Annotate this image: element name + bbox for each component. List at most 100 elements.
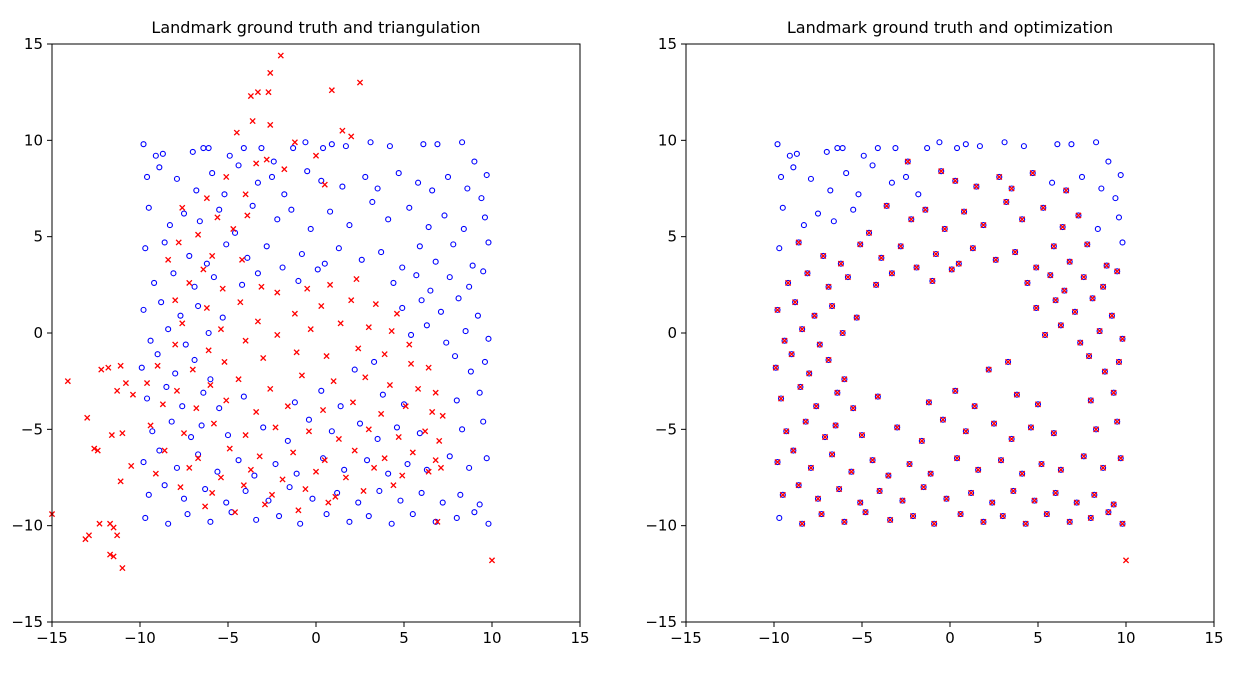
x-marker xyxy=(260,354,267,362)
x-marker xyxy=(348,133,355,140)
x-marker xyxy=(1024,279,1031,286)
x-marker xyxy=(242,337,249,344)
x-tick-label: −10 xyxy=(758,629,790,647)
circle-marker xyxy=(955,260,962,267)
circle-marker xyxy=(378,249,385,256)
circle-marker xyxy=(161,482,168,489)
circle-marker xyxy=(156,164,163,171)
circle-marker xyxy=(906,460,913,468)
circle-marker xyxy=(939,416,947,423)
circle-marker xyxy=(1050,243,1057,250)
x-marker xyxy=(1057,322,1064,329)
circle-marker xyxy=(922,206,929,213)
circle-marker xyxy=(799,326,806,333)
circle-marker xyxy=(929,277,936,285)
x-marker xyxy=(328,87,335,94)
circle-marker xyxy=(797,383,804,390)
x-marker xyxy=(797,383,804,391)
circle-marker xyxy=(888,179,895,186)
circle-marker xyxy=(992,256,999,263)
x-marker xyxy=(117,478,124,485)
circle-marker xyxy=(151,279,158,286)
circle-marker xyxy=(193,187,200,194)
circle-marker xyxy=(857,241,864,248)
x-marker xyxy=(1010,487,1017,495)
circle-marker xyxy=(843,170,850,177)
circle-marker xyxy=(184,511,191,518)
x-marker xyxy=(1008,435,1015,443)
x-marker xyxy=(1029,170,1036,177)
x-marker xyxy=(1114,418,1121,425)
circle-marker xyxy=(785,279,792,286)
circle-marker xyxy=(195,451,202,458)
circle-marker xyxy=(251,472,258,479)
circle-marker xyxy=(957,511,964,518)
circle-marker xyxy=(393,424,401,431)
circle-marker xyxy=(874,144,881,152)
x-marker xyxy=(829,302,836,310)
x-marker xyxy=(82,536,89,543)
x-marker xyxy=(799,520,806,527)
circle-marker xyxy=(873,281,880,288)
circle-marker xyxy=(457,491,464,498)
circle-marker xyxy=(265,497,272,504)
x-marker xyxy=(355,345,362,352)
circle-marker xyxy=(920,484,927,491)
circle-marker xyxy=(841,376,848,383)
x-marker xyxy=(913,264,920,271)
x-marker xyxy=(318,302,325,310)
x-tick-label: 0 xyxy=(311,629,321,647)
circle-marker xyxy=(374,435,381,443)
circle-marker xyxy=(367,139,374,146)
x-marker xyxy=(249,118,256,125)
circle-marker xyxy=(1027,424,1035,431)
x-marker xyxy=(865,229,873,236)
circle-marker xyxy=(793,150,800,157)
chart-panel-triangulation: Landmark ground truth and triangulation … xyxy=(11,18,589,647)
circle-marker xyxy=(263,243,270,250)
x-marker xyxy=(219,285,226,292)
x-marker xyxy=(999,512,1006,520)
circle-marker xyxy=(418,489,425,496)
x-marker xyxy=(1100,464,1107,471)
x-marker xyxy=(1105,509,1112,516)
circle-marker xyxy=(163,383,170,390)
x-marker xyxy=(931,520,938,527)
x-marker xyxy=(200,266,207,273)
x-marker xyxy=(980,518,987,525)
x-marker xyxy=(1066,258,1073,265)
circle-marker xyxy=(355,499,362,506)
x-marker xyxy=(152,470,159,477)
x-marker xyxy=(244,212,251,219)
x-marker xyxy=(894,424,901,431)
circle-marker xyxy=(446,453,453,460)
x-marker xyxy=(820,252,827,259)
x-marker xyxy=(235,376,242,383)
plot-area: −15 −10 −5 0 5 10 15 −15 −10 −5 0 5 10 15 xyxy=(11,35,589,647)
x-marker xyxy=(1050,243,1057,250)
circle-marker xyxy=(249,202,256,209)
circle-marker xyxy=(952,387,959,394)
circle-marker xyxy=(198,422,205,429)
circle-marker xyxy=(865,229,873,236)
x-marker xyxy=(332,493,339,500)
x-marker xyxy=(1027,424,1035,431)
x-marker xyxy=(312,152,320,159)
circle-marker xyxy=(346,222,353,229)
circle-marker xyxy=(205,144,212,152)
x-marker xyxy=(205,347,212,354)
circle-marker xyxy=(302,139,309,146)
y-tick-label: −15 xyxy=(11,613,43,631)
circle-marker xyxy=(288,206,295,213)
x-marker xyxy=(1052,489,1059,496)
x-marker xyxy=(1038,460,1045,468)
x-marker xyxy=(372,301,379,308)
x-marker xyxy=(351,447,358,454)
circle-marker xyxy=(999,512,1006,520)
circle-marker xyxy=(177,312,184,319)
circle-marker xyxy=(1019,470,1026,477)
x-marker xyxy=(1019,470,1026,477)
x-marker xyxy=(814,495,822,502)
x-marker xyxy=(1101,368,1108,375)
circle-marker xyxy=(341,466,348,473)
